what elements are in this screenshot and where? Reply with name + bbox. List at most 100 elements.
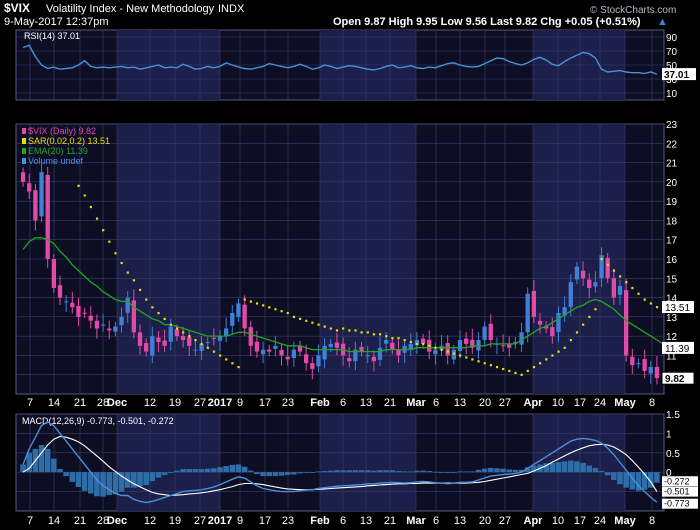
candle-body: [82, 312, 87, 314]
macd-histogram-bar: [488, 467, 494, 473]
sar-dot: [114, 252, 117, 255]
sar-dot: [502, 367, 505, 371]
candle-body: [574, 266, 580, 280]
month-band: [320, 414, 416, 511]
macd-histogram-bar: [284, 472, 291, 475]
macd-histogram-bar: [481, 468, 488, 473]
macd-histogram-bar: [161, 472, 168, 475]
sar-dot: [557, 350, 560, 353]
rsi-value-label: 37.01: [664, 70, 689, 81]
sar-dot: [594, 308, 597, 311]
y-tick-label: 14: [666, 294, 678, 305]
sar-dot: [77, 184, 80, 187]
candle-body: [457, 340, 463, 351]
candle-body: [347, 358, 352, 362]
sar-dot: [532, 366, 536, 369]
sar-dot: [440, 348, 443, 351]
sar-dot: [305, 319, 308, 322]
macd-histogram-bar: [198, 469, 205, 473]
candle-body: [230, 313, 235, 326]
macd-histogram-bar: [586, 465, 592, 473]
x-tick-label: 24: [594, 515, 606, 527]
macd-histogram-bar: [506, 469, 512, 473]
macd-histogram-bar: [414, 470, 420, 473]
candle-body: [550, 327, 555, 337]
x-tick-label: Apr: [524, 515, 544, 527]
sar-dot: [157, 312, 160, 315]
candle-body: [420, 338, 426, 344]
sar-dot: [575, 331, 579, 334]
candle-body: [27, 183, 32, 192]
price-value-tag: [662, 301, 694, 314]
macd-histogram-bar: [186, 469, 192, 473]
rsi-legend: RSI(14) 37.01: [24, 31, 80, 41]
x-tick-label: 6: [433, 397, 439, 409]
x-tick-label: 14: [48, 397, 60, 409]
y-tick-label: 23: [666, 120, 678, 131]
sar-dot: [163, 317, 166, 320]
candle-body: [562, 307, 567, 316]
sar-dot: [391, 337, 394, 340]
macd-histogram-bar: [512, 469, 519, 473]
candle-body: [580, 270, 586, 279]
sar-dot: [397, 337, 400, 340]
x-tick-label: May: [614, 397, 636, 409]
x-tick-label: 17: [574, 397, 586, 409]
macd-histogram-bar: [432, 471, 439, 473]
x-tick-label: 23: [282, 397, 294, 409]
sar-dot: [280, 310, 283, 313]
macd-value-label: -0.501: [664, 487, 690, 497]
macd-histogram-bar: [26, 452, 32, 473]
candle-body: [291, 349, 296, 358]
x-tick-label: 27: [194, 397, 206, 409]
sar-dot: [95, 217, 99, 220]
candle-body: [408, 343, 413, 350]
macd-histogram-bar: [334, 470, 340, 473]
x-tick-label: 27: [194, 515, 206, 527]
macd-histogram-bar: [328, 470, 334, 473]
macd-value-tag: [662, 476, 698, 487]
candle-body: [76, 305, 81, 317]
legend-swatch: [22, 158, 26, 164]
macd-histogram-bar: [641, 472, 648, 490]
x-tick-label: 20: [479, 397, 491, 409]
candle-body: [279, 349, 284, 356]
macd-histogram-bar: [574, 461, 580, 473]
candle-body: [33, 190, 38, 221]
candle-body: [285, 356, 290, 360]
x-tick-label: 17: [259, 397, 271, 409]
candle-body: [51, 259, 56, 288]
sar-dot: [649, 302, 652, 305]
sar-dot: [243, 298, 246, 301]
x-tick-label: 13: [454, 515, 466, 527]
candle-body: [377, 347, 383, 360]
sar-dot: [477, 360, 480, 363]
sar-dot: [360, 331, 363, 334]
sar-dot: [151, 306, 154, 309]
sar-dot: [194, 339, 197, 342]
x-tick-label: 13: [360, 397, 372, 409]
x-tick-label: 21: [384, 397, 396, 409]
macd-histogram-bar: [592, 467, 599, 473]
candle-body: [334, 342, 340, 348]
macd-histogram-bar: [118, 472, 125, 492]
candle-body: [488, 323, 493, 340]
candle-body: [88, 315, 93, 321]
sar-dot: [465, 356, 468, 359]
candle-body: [20, 172, 26, 182]
sar-dot: [415, 342, 419, 346]
sar-dot: [102, 229, 105, 232]
sar-dot: [452, 352, 456, 355]
candle-body: [617, 286, 623, 295]
macd-histogram-bar: [623, 472, 629, 488]
candle-body: [94, 320, 100, 329]
candle-body: [605, 257, 610, 279]
macd-histogram-bar: [531, 465, 537, 473]
y-tick-label: 15: [666, 274, 678, 285]
sar-dot: [366, 331, 369, 334]
y-tick-label: 10: [666, 89, 678, 100]
sar-dot: [188, 335, 191, 338]
sar-dot: [637, 292, 640, 295]
x-tick-label: 21: [74, 397, 86, 409]
macd-value-label: -0.773: [664, 499, 690, 509]
